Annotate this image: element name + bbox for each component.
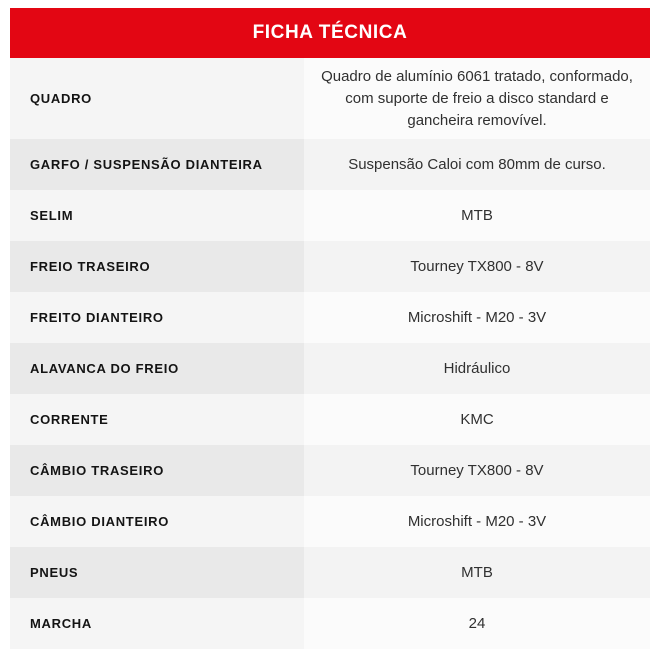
spec-value: MTB xyxy=(304,190,650,242)
spec-value: KMC xyxy=(304,394,650,446)
spec-label: MARCHA xyxy=(10,598,304,650)
spec-label: FREIO TRASEIRO xyxy=(10,241,304,293)
spec-value: Microshift - M20 - 3V xyxy=(304,292,650,344)
spec-label: GARFO / SUSPENSÃO DIANTEIRA xyxy=(10,139,304,191)
spec-row: GARFO / SUSPENSÃO DIANTEIRA Suspensão Ca… xyxy=(10,139,650,191)
spec-row: ALAVANCA DO FREIO Hidráulico xyxy=(10,343,650,395)
spec-value: MTB xyxy=(304,547,650,599)
spec-value: 24 xyxy=(304,598,650,650)
spec-value: Microshift - M20 - 3V xyxy=(304,496,650,548)
spec-value: Tourney TX800 - 8V xyxy=(304,445,650,497)
ficha-tecnica-panel: FICHA TÉCNICA QUADRO Quadro de alumínio … xyxy=(10,8,650,650)
spec-label: QUADRO xyxy=(10,58,304,140)
spec-row: SELIM MTB xyxy=(10,190,650,242)
spec-row: QUADRO Quadro de alumínio 6061 tratado, … xyxy=(10,58,650,140)
spec-row: CÂMBIO TRASEIRO Tourney TX800 - 8V xyxy=(10,445,650,497)
ficha-tecnica-header: FICHA TÉCNICA xyxy=(10,8,650,58)
spec-table: QUADRO Quadro de alumínio 6061 tratado, … xyxy=(10,58,650,650)
spec-label: FREITO DIANTEIRO xyxy=(10,292,304,344)
spec-row: CORRENTE KMC xyxy=(10,394,650,446)
spec-label: CÂMBIO DIANTEIRO xyxy=(10,496,304,548)
spec-value: Tourney TX800 - 8V xyxy=(304,241,650,293)
spec-label: PNEUS xyxy=(10,547,304,599)
spec-row: PNEUS MTB xyxy=(10,547,650,599)
spec-row: MARCHA 24 xyxy=(10,598,650,650)
spec-value: Suspensão Caloi com 80mm de curso. xyxy=(304,139,650,191)
ficha-tecnica-title: FICHA TÉCNICA xyxy=(252,22,408,43)
spec-label: ALAVANCA DO FREIO xyxy=(10,343,304,395)
spec-value: Hidráulico xyxy=(304,343,650,395)
spec-value: Quadro de alumínio 6061 tratado, conform… xyxy=(304,58,650,140)
spec-label: SELIM xyxy=(10,190,304,242)
spec-row: FREIO TRASEIRO Tourney TX800 - 8V xyxy=(10,241,650,293)
spec-row: FREITO DIANTEIRO Microshift - M20 - 3V xyxy=(10,292,650,344)
spec-label: CÂMBIO TRASEIRO xyxy=(10,445,304,497)
spec-row: CÂMBIO DIANTEIRO Microshift - M20 - 3V xyxy=(10,496,650,548)
spec-label: CORRENTE xyxy=(10,394,304,446)
